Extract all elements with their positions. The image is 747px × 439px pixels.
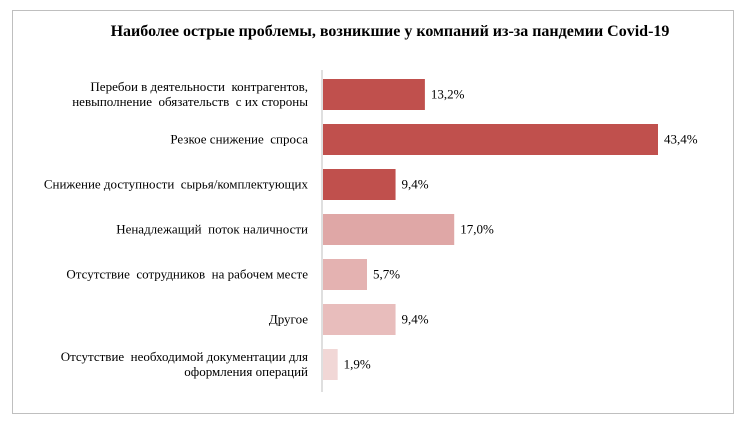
bar-0 <box>323 79 425 110</box>
bar-2 <box>323 169 396 200</box>
bar-5 <box>323 304 396 335</box>
category-label-3: Ненадлежащий поток наличности <box>116 222 308 237</box>
category-label-4: Отсутствие сотрудников на рабочем месте <box>66 267 308 282</box>
chart-title: Наиболее острые проблемы, возникшие у ко… <box>110 23 670 40</box>
data-label-6: 1,9% <box>344 357 371 372</box>
category-label-2: Снижение доступности сырья/комплектующих <box>44 177 309 192</box>
chart-frame <box>12 10 734 414</box>
data-label-1: 43,4% <box>664 132 698 147</box>
data-label-5: 9,4% <box>402 312 429 327</box>
category-label-5: Другое <box>269 312 308 327</box>
bar-1 <box>323 124 658 155</box>
bar-3 <box>323 214 455 245</box>
category-label-6: Отсутствие необходимой документации для о… <box>61 349 308 379</box>
data-label-2: 9,4% <box>402 177 429 192</box>
category-label-1: Резкое снижение спроса <box>170 132 308 147</box>
category-label-0: Перебои в деятельности контрагентов, невы… <box>72 79 308 109</box>
bar-6 <box>323 349 338 380</box>
data-label-3: 17,0% <box>460 222 494 237</box>
data-label-4: 5,7% <box>373 267 400 282</box>
bar-4 <box>323 259 367 290</box>
data-label-0: 13,2% <box>431 87 465 102</box>
